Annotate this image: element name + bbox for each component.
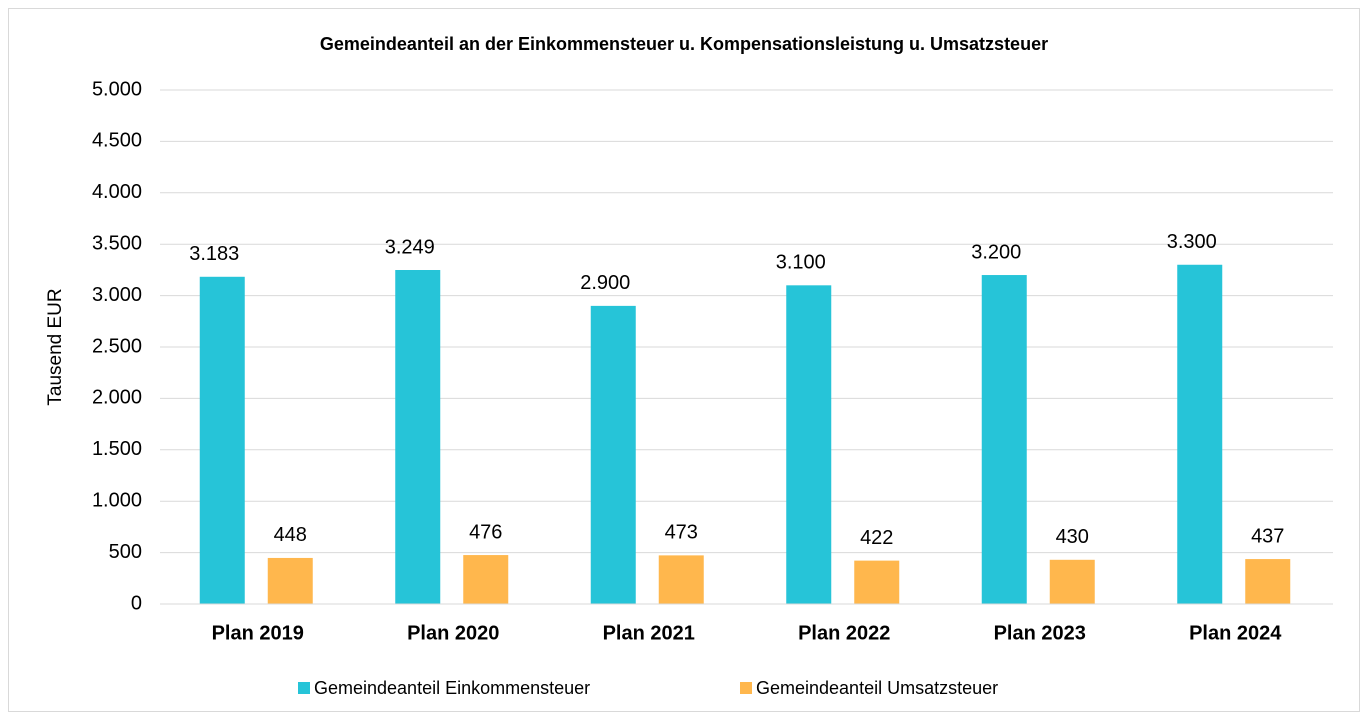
legend-swatch [298,682,310,694]
data-label: 2.900 [580,272,630,294]
bar [786,285,832,604]
y-tick-label: 3.500 [92,232,142,254]
y-tick-label: 4.000 [92,181,142,203]
data-label: 3.249 [385,236,435,258]
x-tick-label: Plan 2019 [212,622,304,644]
data-label: 3.183 [189,243,239,265]
bar [199,276,245,604]
y-tick-label: 0 [131,592,142,614]
data-label: 3.200 [971,241,1021,263]
bar [463,555,509,604]
y-tick-label: 5.000 [92,78,142,100]
y-tick-label: 1.500 [92,438,142,460]
x-tick-label: Plan 2020 [407,622,499,644]
y-tick-label: 500 [109,541,142,563]
bar [658,555,704,604]
x-tick-label: Plan 2023 [994,622,1086,644]
bar [854,560,900,604]
data-label: 476 [469,521,502,543]
data-label: 422 [860,527,893,549]
legend-swatch [740,682,752,694]
legend-label: Gemeindeanteil Umsatzsteuer [756,678,998,698]
legend-label: Gemeindeanteil Einkommensteuer [314,678,590,698]
bar [1177,264,1223,604]
y-tick-label: 1.000 [92,489,142,511]
data-label: 3.300 [1167,231,1217,253]
x-tick-label: Plan 2022 [798,622,890,644]
data-label: 473 [665,522,698,544]
bar [1245,559,1291,604]
y-tick-label: 4.500 [92,130,142,152]
data-label: 448 [274,524,307,546]
y-tick-label: 2.500 [92,335,142,357]
bar [590,305,636,604]
bar [267,557,313,604]
data-label: 437 [1251,525,1284,547]
y-tick-label: 3.000 [92,284,142,306]
bar [1049,559,1095,604]
y-axis-label: Tausend EUR [45,288,66,405]
x-tick-label: Plan 2024 [1189,622,1282,644]
data-label: 430 [1056,526,1089,548]
x-tick-label: Plan 2021 [603,622,695,644]
y-tick-label: 2.000 [92,387,142,409]
bar [981,275,1027,604]
bar [395,270,441,604]
data-label: 3.100 [776,252,826,274]
chart-title: Gemeindeanteil an der Einkommensteuer u.… [320,34,1048,54]
